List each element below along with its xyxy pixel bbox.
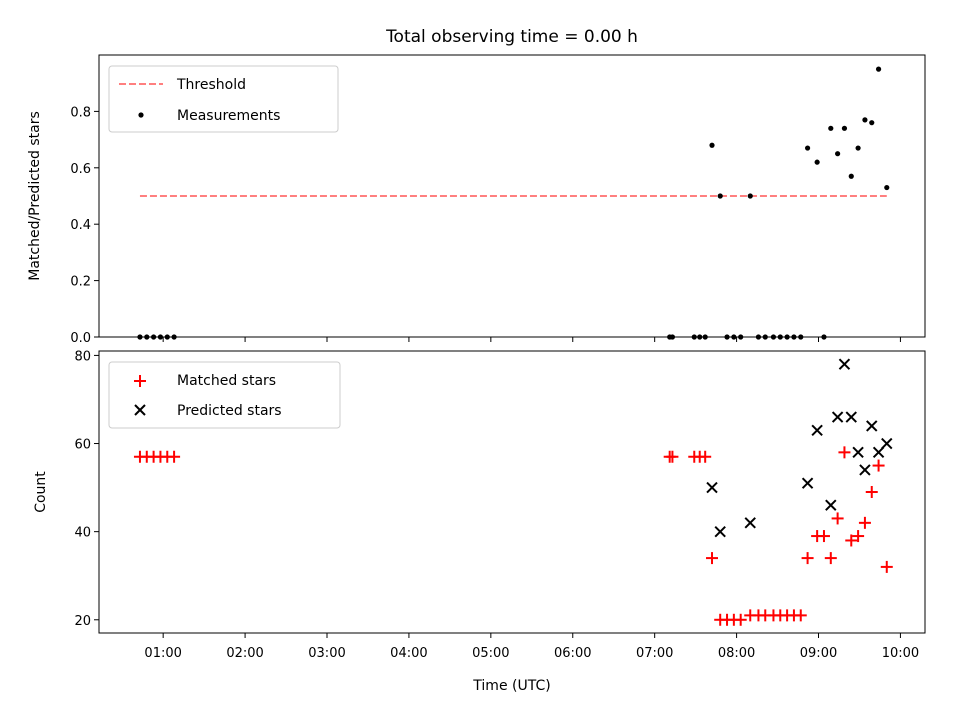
bottom-legend: Matched stars Predicted stars	[108, 361, 341, 429]
bottom-panel-marks	[133, 358, 893, 626]
matched-star-point	[168, 450, 181, 463]
matched-star-point	[872, 459, 885, 472]
measurement-point	[835, 151, 841, 157]
predicted-star-point	[838, 358, 851, 370]
top-legend-box	[108, 65, 339, 133]
matched-star-point	[865, 486, 878, 498]
x-tick-label: 05:00	[472, 646, 509, 661]
bottom-panel-ticks: 01:00 02:00 03:00 04:00 05:00 06:00 07:00 08:00…	[74, 349, 919, 661]
predicted-star-point	[872, 446, 885, 459]
matched-star-point	[666, 450, 679, 463]
measurement-point	[814, 159, 820, 165]
y-tick-label: 20	[74, 614, 91, 629]
top-y-axis-label: Matched/Predicted stars	[27, 111, 43, 281]
matched-star-point	[845, 534, 858, 547]
measurement-point	[828, 125, 834, 131]
top-panel-frame	[98, 54, 926, 338]
predicted-star-point	[881, 437, 893, 450]
legend-predicted-swatch	[134, 404, 146, 416]
measurement-point	[855, 145, 861, 151]
legend-threshold-label: Threshold	[176, 77, 246, 93]
measurement-point	[841, 125, 848, 131]
legend-measurements-label: Measurements	[177, 108, 280, 124]
predicted-star-point	[831, 411, 844, 423]
legend-predicted-label: Predicted stars	[177, 403, 282, 419]
y-tick-label: 0.0	[70, 331, 91, 346]
matched-star-point	[801, 552, 814, 565]
y-tick-label: 80	[74, 349, 91, 364]
top-legend: Threshold Measurements	[108, 65, 339, 133]
x-tick-label: 08:00	[718, 646, 755, 661]
x-tick-label: 10:00	[882, 646, 919, 661]
x-tick-label: 04:00	[390, 646, 427, 661]
predicted-star-point	[714, 525, 726, 538]
x-tick-label: 09:00	[800, 646, 837, 661]
y-tick-label: 0.8	[70, 105, 91, 120]
top-panel-ticks: 0.0 0.2 0.4 0.6 0.8	[70, 105, 901, 346]
measurement-point	[804, 145, 811, 151]
measurement-point	[875, 66, 882, 72]
measurement-point	[848, 173, 854, 179]
predicted-star-point	[801, 477, 814, 489]
measurement-point	[884, 184, 890, 191]
predicted-star-point	[845, 411, 857, 423]
matched-star-point	[734, 613, 747, 626]
legend-matched-swatch	[134, 375, 146, 387]
x-tick-label: 02:00	[226, 646, 263, 661]
y-tick-label: 0.6	[70, 162, 91, 177]
y-tick-label: 0.2	[70, 275, 91, 290]
matched-star-point	[706, 552, 719, 565]
chart-title: Total observing time = 0.00 h	[385, 27, 638, 47]
predicted-star-point	[744, 517, 756, 529]
matched-star-point	[858, 516, 871, 529]
x-axis-label: Time (UTC)	[472, 678, 550, 694]
predicted-star-point	[825, 499, 837, 511]
matched-star-point	[699, 450, 712, 463]
predicted-star-point	[866, 420, 878, 432]
predicted-star-point	[706, 481, 718, 494]
x-tick-label: 03:00	[308, 646, 345, 661]
matched-star-point	[794, 609, 807, 622]
legend-measurements-swatch	[138, 112, 144, 118]
y-tick-label: 40	[74, 526, 91, 541]
matched-star-point	[817, 530, 830, 543]
legend-matched-label: Matched stars	[177, 373, 276, 389]
y-tick-label: 60	[74, 438, 91, 453]
bottom-legend-box	[108, 361, 341, 429]
matched-star-point	[838, 446, 851, 459]
bottom-y-axis-label: Count	[33, 471, 49, 513]
measurement-point	[862, 117, 868, 123]
predicted-star-point	[852, 446, 864, 459]
top-panel-marks	[137, 66, 890, 340]
y-tick-label: 0.4	[70, 218, 91, 233]
predicted-star-point	[859, 464, 871, 476]
measurement-point	[869, 120, 875, 126]
bottom-panel-frame	[98, 350, 926, 634]
measurement-point	[709, 142, 715, 148]
matched-star-point	[824, 552, 837, 565]
matched-star-point	[831, 512, 844, 525]
x-tick-label: 06:00	[554, 646, 591, 661]
matched-star-point	[880, 560, 893, 573]
predicted-star-point	[811, 424, 823, 437]
x-tick-label: 07:00	[636, 646, 673, 661]
measurement-point	[717, 193, 723, 199]
x-tick-label: 01:00	[144, 646, 181, 661]
matched-star-point	[852, 530, 865, 543]
measurement-point	[747, 193, 753, 199]
